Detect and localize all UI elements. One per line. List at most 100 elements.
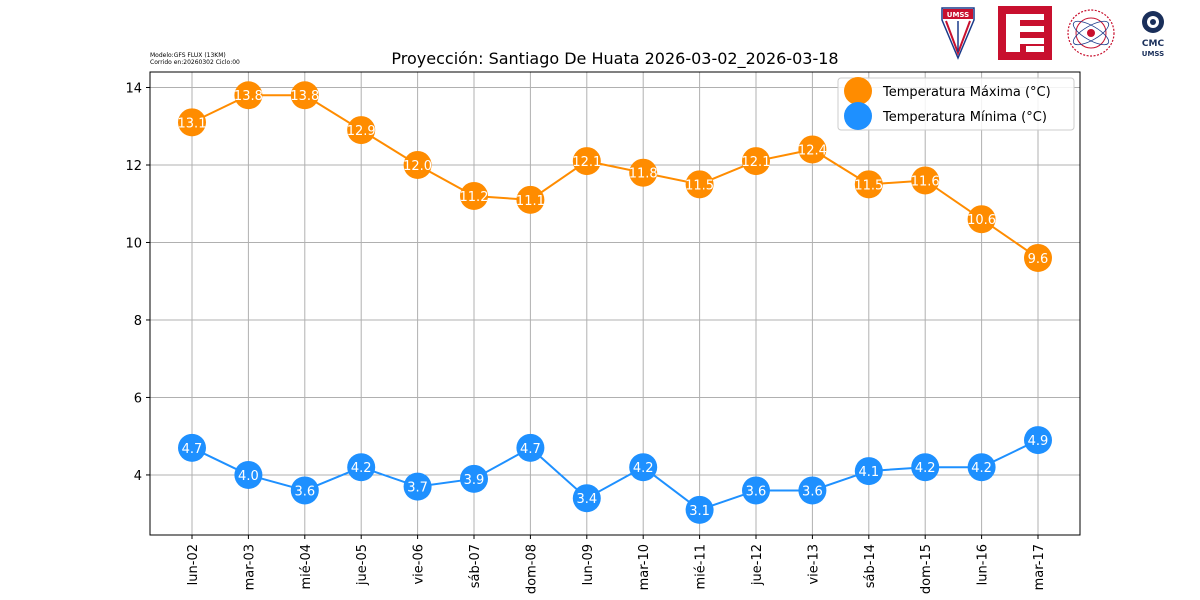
data-label: 4.1 [858, 465, 879, 480]
x-tick-label: mar-03 [242, 544, 257, 590]
data-point [516, 185, 545, 214]
data-point [403, 472, 432, 501]
x-tick-label: dom-15 [919, 544, 934, 594]
data-label: 3.4 [576, 492, 597, 507]
y-tick-label: 12 [125, 159, 142, 174]
data-label: 12.4 [798, 143, 827, 158]
chart-title: Proyección: Santiago De Huata 2026-03-02… [391, 49, 838, 69]
legend-marker [844, 77, 872, 105]
x-tick-label: mié-04 [299, 544, 314, 590]
umss-shield-text: UMSS [947, 11, 969, 19]
x-tick-label: sáb-14 [863, 544, 878, 588]
legend-box [837, 77, 1075, 131]
data-point [290, 81, 319, 110]
data-label: 12.1 [742, 155, 771, 170]
x-tick-label: lun-02 [186, 544, 201, 585]
seal-logo [1067, 9, 1115, 57]
data-label: 4.2 [633, 461, 654, 476]
series-line [191, 439, 1039, 511]
data-point [347, 116, 376, 145]
data-point [967, 453, 996, 482]
series-1: 4.7 4.0 3.6 4.2 3.7 3.9 4.7 3.4 4.2 3.1 3.6 3.6 4.1 4… [178, 426, 1052, 524]
x-tick-label: mar-17 [1032, 544, 1047, 590]
cmc-logo-text: CMC [1142, 39, 1165, 49]
y-tick-label: 6 [134, 391, 142, 406]
data-point [347, 453, 376, 482]
legend-label: Temperatura Máxima (°C) [882, 85, 1051, 100]
plot-frame [149, 71, 1081, 536]
legend: Temperatura Máxima (°C) Temperatura Mínim… [837, 77, 1075, 131]
data-label: 12.9 [347, 124, 376, 139]
data-label: 11.5 [854, 178, 883, 193]
data-point [798, 476, 827, 505]
x-axis: lun-02 mar-03 mié-04 jue-05 vie-06 sáb-07 dom-… [186, 535, 1047, 594]
data-label: 13.8 [234, 89, 263, 104]
x-tick-label: lun-09 [581, 544, 596, 585]
data-label: 3.6 [802, 484, 823, 499]
data-label: 3.7 [407, 481, 428, 496]
x-tick-label: jue-05 [355, 544, 370, 586]
x-tick-label: vie-06 [412, 544, 427, 585]
data-point [234, 81, 263, 110]
data-point [742, 476, 770, 505]
data-label: 11.1 [516, 194, 545, 209]
data-point [854, 457, 883, 486]
data-label: 4.7 [182, 442, 203, 457]
y-tick-label: 8 [134, 314, 142, 329]
data-label: 12.1 [572, 155, 601, 170]
data-label: 3.6 [746, 484, 767, 499]
data-label: 4.2 [915, 461, 936, 476]
data-point [516, 433, 545, 462]
data-label: 11.6 [911, 174, 940, 189]
x-tick-label: dom-08 [524, 544, 539, 594]
series-line [191, 94, 1039, 259]
model-info: Modelo:GFS FLUX (13KM) Corrido en:202603… [150, 52, 240, 66]
data-point [629, 453, 658, 482]
series-0: 13.1 13.8 13.8 12.9 12.0 11.2 11.1 12.1 11.8 11.5… [178, 81, 1052, 272]
data-point [572, 147, 601, 176]
data-label: 3.9 [464, 473, 485, 488]
data-label: 11.2 [460, 190, 489, 205]
data-point [854, 170, 883, 199]
data-point [629, 158, 658, 187]
model-line: Modelo:GFS FLUX (13KM) [150, 52, 226, 59]
y-tick-label: 4 [134, 469, 142, 484]
x-tick-label: sáb-07 [468, 544, 483, 588]
data-point [685, 170, 714, 199]
y-tick-label: 10 [125, 236, 142, 251]
umss-shield-logo: UMSS [941, 7, 975, 60]
data-point [911, 453, 940, 482]
y-tick-label: 14 [125, 81, 142, 96]
data-point [178, 433, 206, 462]
data-label: 4.0 [238, 469, 259, 484]
run-line: Corrido en:20260302 Ciclo:00 [150, 59, 240, 66]
cmc-logo: CMC UMSS [1142, 11, 1165, 58]
data-label: 4.7 [520, 442, 541, 457]
data-point [178, 108, 206, 137]
logo-strip: UMSS CMC UMSS [940, 6, 1200, 62]
cmc-logo-subtext: UMSS [1142, 50, 1164, 58]
data-label: 4.9 [1028, 434, 1049, 449]
data-label: 13.8 [290, 89, 319, 104]
data-label: 11.5 [685, 178, 714, 193]
data-label: 3.6 [294, 484, 315, 499]
y-axis: 4 6 8 10 12 14 [125, 81, 150, 484]
data-point [290, 476, 319, 505]
data-point [403, 150, 432, 179]
x-tick-label: mar-10 [637, 544, 652, 590]
data-label: 3.1 [689, 504, 710, 519]
faculty-logo [998, 6, 1052, 60]
data-label: 13.1 [178, 116, 207, 131]
legend-marker [844, 102, 872, 130]
data-label: 4.2 [971, 461, 992, 476]
data-label: 10.6 [967, 213, 996, 228]
data-label: 12.0 [403, 159, 432, 174]
data-point [1024, 426, 1052, 455]
x-tick-label: jue-12 [750, 544, 765, 586]
legend-label: Temperatura Mínima (°C) [882, 110, 1047, 125]
x-tick-label: vie-13 [806, 544, 821, 585]
x-tick-label: mié-11 [694, 544, 709, 590]
data-point [911, 166, 940, 195]
data-point [460, 181, 488, 210]
